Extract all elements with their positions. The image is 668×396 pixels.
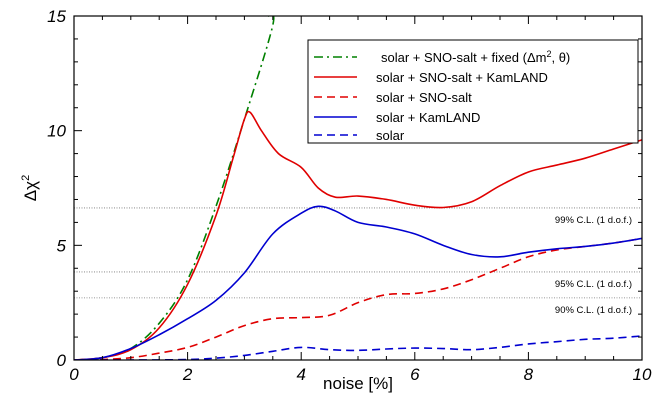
legend-label-3: solar + KamLAND [376,110,480,125]
y-tick-label: 15 [47,7,66,26]
series-line-2 [74,237,642,360]
ticks [73,15,643,361]
x-tick-label: 10 [633,365,652,384]
series-line-1 [74,110,642,360]
series-lines [74,16,642,360]
x-tick-label: 8 [524,365,534,384]
x-tick-labels: 0 2 4 6 8 10 [69,365,652,384]
legend-label-0: solar + SNO-salt + fixed (Δm2, θ) [381,49,570,65]
svg-text:Δχ2: Δχ2 [20,175,40,201]
legend-label-sup: 2 [546,49,551,59]
x-tick-label: 0 [69,365,79,384]
y-axis-title-sup: 2 [20,175,32,181]
legend-box [307,39,639,144]
reference-line-label: 99% C.L. (1 d.o.f.) [555,215,632,226]
x-tick-label: 4 [296,365,305,384]
reference-line-label: 95% C.L. (1 d.o.f.) [555,279,632,290]
legend-label-2: solar + SNO-salt [376,90,472,105]
y-axis-title: Δχ2 [20,175,40,201]
series-line-3 [74,205,642,360]
reference-lines: 99% C.L. (1 d.o.f.) 95% C.L. (1 d.o.f.) 90… [74,207,642,316]
x-axis-title: noise [%] [323,374,393,393]
y-axis-title-main: Δχ [21,181,40,201]
x-tick-label: 6 [410,365,420,384]
legend-label-tail: , θ) [551,50,570,65]
x-tick-label: 2 [182,365,193,384]
legend-label-1: solar + SNO-salt + KamLAND [376,70,548,85]
legend-label-4: solar [376,128,405,143]
reference-line-label: 90% C.L. (1 d.o.f.) [555,305,632,316]
y-tick-label: 0 [57,351,67,370]
legend: solar + SNO-salt + fixed (Δm2, θ)solar +… [307,39,639,144]
y-tick-label: 10 [47,122,66,141]
y-tick-labels: 0 5 10 15 [47,7,66,370]
series-line-4 [74,335,642,360]
legend-label-main: solar + SNO-salt + fixed (Δm [381,50,546,65]
y-tick-label: 5 [57,236,67,255]
